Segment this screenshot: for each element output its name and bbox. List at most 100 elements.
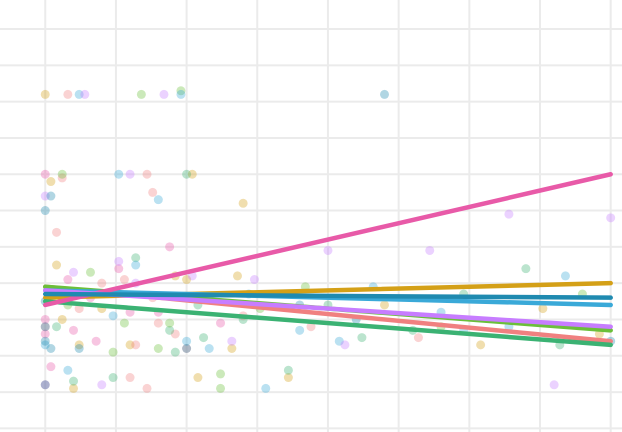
data-point-s1-7 [153, 318, 163, 328]
data-point-s2-9 [521, 264, 531, 274]
data-point-s3-13 [153, 344, 163, 354]
data-point-s7-4 [40, 322, 50, 332]
data-point-s5-1 [40, 314, 50, 324]
trend-line-s2 [42, 299, 613, 348]
data-point-s2-6 [357, 333, 367, 343]
data-point-s1-0 [63, 89, 73, 99]
data-point-s2-3 [182, 169, 192, 179]
data-point-s4-8 [204, 344, 214, 354]
data-point-s1-11 [170, 329, 180, 339]
data-point-s3-5 [85, 267, 95, 277]
data-point-s1-16 [306, 322, 316, 332]
data-point-s6-14 [549, 380, 559, 390]
data-point-s1-17 [413, 333, 423, 343]
data-point-s2-5 [283, 365, 293, 375]
data-point-s2-1 [170, 347, 180, 357]
data-point-s3-1 [176, 86, 186, 96]
data-point-s5-8 [114, 264, 124, 274]
data-point-s0-19 [69, 383, 79, 393]
data-point-s1-1 [57, 173, 67, 183]
data-point-s2-15 [131, 253, 141, 263]
data-point-s4-6 [131, 260, 141, 270]
data-point-s4-16 [261, 383, 271, 393]
data-point-s7-5 [40, 336, 50, 346]
data-point-s4-14 [40, 340, 50, 350]
data-point-s0-4 [74, 340, 84, 350]
data-point-s2-2 [199, 333, 209, 343]
data-point-s7-7 [46, 344, 56, 354]
data-point-s4-5 [108, 311, 118, 321]
data-point-s0-12 [380, 300, 390, 310]
data-point-s5-11 [216, 318, 226, 328]
data-point-s1-4 [52, 227, 62, 237]
trend-line-s7 [42, 291, 613, 300]
data-point-s0-7 [182, 275, 192, 285]
data-point-s7-9 [182, 344, 192, 354]
data-point-s1-13 [125, 373, 135, 383]
data-point-s4-15 [63, 365, 73, 375]
data-point-s5-6 [69, 325, 79, 335]
data-point-s0-10 [232, 271, 242, 281]
data-point-s2-13 [52, 322, 62, 332]
data-point-s1-2 [142, 169, 152, 179]
data-point-s4-10 [334, 336, 344, 346]
data-point-s6-9 [340, 340, 350, 350]
data-point-s5-0 [40, 169, 50, 179]
data-point-s7-1 [46, 191, 56, 201]
data-point-s0-14 [538, 304, 548, 314]
data-point-s5-13 [46, 362, 56, 372]
data-point-s6-15 [606, 213, 616, 223]
data-point-s0-0 [40, 89, 50, 99]
data-point-s1-12 [182, 344, 192, 354]
data-point-s4-1 [176, 89, 186, 99]
data-point-s1-5 [119, 275, 129, 285]
data-point-s3-3 [216, 383, 226, 393]
trend-lines [42, 172, 613, 348]
data-point-s4-7 [182, 336, 192, 346]
data-point-s7-6 [40, 380, 50, 390]
data-point-s3-12 [165, 318, 175, 328]
data-point-s6-0 [80, 89, 90, 99]
data-point-s6-10 [227, 336, 237, 346]
data-point-s1-14 [142, 383, 152, 393]
data-point-s6-8 [425, 245, 435, 255]
data-point-s3-7 [57, 169, 67, 179]
data-point-s2-12 [108, 373, 118, 383]
data-point-s0-13 [476, 340, 486, 350]
data-point-s0-5 [125, 340, 135, 350]
data-point-s3-0 [136, 89, 146, 99]
trend-line-s5 [42, 172, 613, 308]
data-point-s1-10 [97, 278, 107, 288]
data-point-s6-1 [159, 89, 169, 99]
data-point-s4-3 [153, 195, 163, 205]
data-point-s5-14 [63, 275, 73, 285]
data-point-s0-16 [283, 373, 293, 383]
data-point-s1-18 [40, 322, 50, 332]
data-point-s6-7 [323, 245, 333, 255]
data-point-s4-0 [74, 89, 84, 99]
data-point-s3-11 [108, 347, 118, 357]
data-point-s2-0 [165, 325, 175, 335]
data-point-s2-11 [69, 376, 79, 386]
data-point-s6-13 [69, 267, 79, 277]
data-point-s0-2 [52, 260, 62, 270]
data-point-s5-2 [40, 329, 50, 339]
data-point-s6-6 [249, 275, 259, 285]
data-point-s5-7 [91, 336, 101, 346]
data-point-s6-2 [125, 169, 135, 179]
data-point-s0-11 [238, 198, 248, 208]
data-point-s0-8 [187, 169, 197, 179]
data-point-s0-3 [57, 314, 67, 324]
data-point-s1-3 [148, 187, 158, 197]
data-point-s6-12 [97, 380, 107, 390]
data-point-s4-9 [295, 325, 305, 335]
data-point-s0-1 [46, 177, 56, 187]
data-point-s7-8 [74, 344, 84, 354]
data-point-s3-4 [119, 318, 129, 328]
data-point-s0-17 [193, 373, 203, 383]
data-point-s6-3 [40, 191, 50, 201]
data-point-s5-12 [40, 380, 50, 390]
data-point-s0-9 [227, 344, 237, 354]
data-point-s6-4 [114, 256, 124, 266]
